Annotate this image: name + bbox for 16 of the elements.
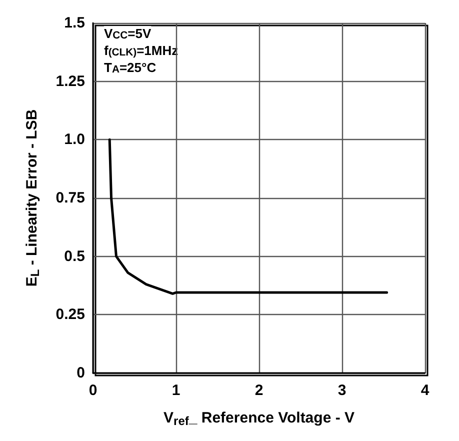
x-tick-label: 0 — [88, 382, 98, 399]
x-tick-label: 2 — [254, 382, 264, 399]
y-tick-label: 0.5 — [64, 248, 85, 265]
y-tick-label: 1.25 — [56, 72, 85, 90]
y-tick-label: 1.0 — [64, 131, 85, 148]
x-tick-label: 3 — [338, 382, 346, 399]
x-tick-label: 1 — [172, 382, 180, 399]
annotation: TA=25°C — [104, 60, 157, 76]
x-tick-label: 4 — [420, 382, 430, 399]
line-series — [108, 138, 388, 295]
y-axis-title: EL - Linearity Error - LSB — [24, 109, 42, 287]
y-tick-label: 0.75 — [56, 190, 85, 206]
annotation: VCC=5V — [104, 26, 152, 42]
y-tick-label: 1.5 — [64, 14, 85, 32]
y-tick-label: 0.25 — [56, 306, 85, 324]
y-tick-label: 0 — [76, 364, 85, 382]
